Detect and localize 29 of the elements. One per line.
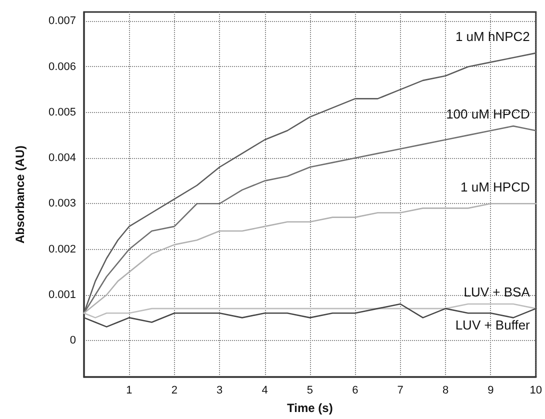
series-label: 1 uM HPCD bbox=[460, 180, 530, 195]
series-label: 100 uM HPCD bbox=[446, 106, 530, 122]
y-tick-label: 0.006 bbox=[48, 60, 76, 73]
x-tick-label: 5 bbox=[306, 384, 314, 396]
series-label: LUV + BSA bbox=[464, 284, 530, 300]
y-tick-label: 0.001 bbox=[48, 288, 76, 301]
y-tick-label: 0.004 bbox=[48, 152, 76, 164]
x-tick-label: 2 bbox=[171, 384, 178, 396]
x-tick-label: 10 bbox=[530, 384, 542, 396]
y-tick-label: 0.007 bbox=[48, 15, 76, 28]
x-tick-label: 8 bbox=[442, 384, 449, 396]
y-tick-label: 0 bbox=[70, 334, 76, 346]
y-tick-label: 0.002 bbox=[48, 243, 76, 256]
x-tick-label: 7 bbox=[397, 384, 404, 396]
x-tick-label: 9 bbox=[488, 384, 494, 396]
line-series bbox=[83, 202, 537, 314]
x-tick-label: 6 bbox=[352, 384, 358, 396]
series-label: LUV + Buffer bbox=[455, 318, 531, 333]
y-axis-title: Absorbance (AU) bbox=[13, 145, 27, 244]
y-tick-label: 0.005 bbox=[48, 106, 76, 118]
x-tick-label: 3 bbox=[216, 384, 223, 396]
y-tick-label: 0.003 bbox=[48, 198, 76, 210]
line-series bbox=[83, 303, 537, 318]
line-series bbox=[83, 52, 537, 314]
line-series bbox=[83, 125, 537, 314]
x-tick-label: 1 bbox=[126, 384, 132, 396]
series-label: 1 uM hNPC2 bbox=[455, 29, 530, 44]
x-axis-title: Time (s) bbox=[287, 401, 333, 415]
x-tick-label: 4 bbox=[262, 384, 268, 396]
